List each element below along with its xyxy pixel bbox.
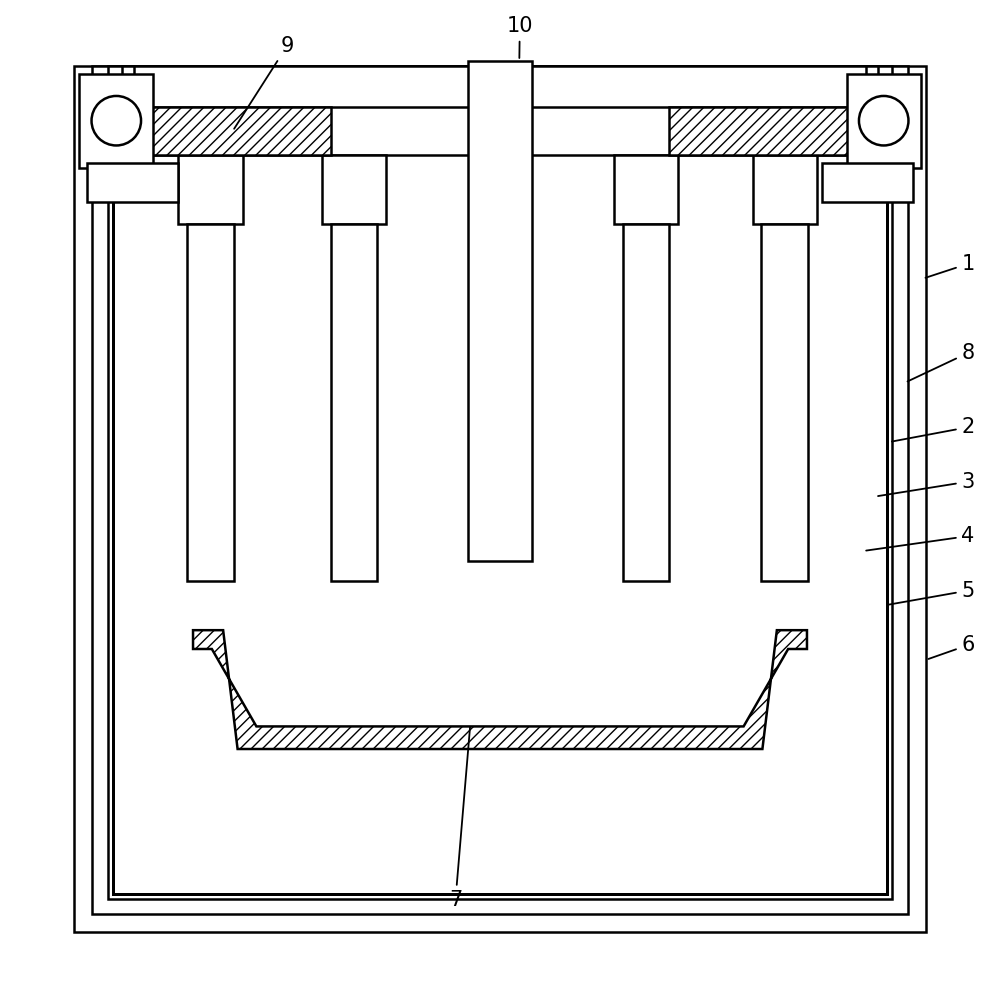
Text: 3: 3: [878, 472, 975, 496]
Bar: [753, 155, 817, 224]
Bar: [122, 66, 878, 885]
Bar: [178, 155, 243, 224]
Bar: [331, 224, 377, 581]
Bar: [113, 107, 331, 155]
Text: 7: 7: [449, 727, 470, 911]
Bar: [134, 66, 866, 873]
Bar: [761, 224, 808, 581]
Text: 6: 6: [928, 636, 975, 659]
Bar: [669, 107, 887, 155]
Bar: [468, 61, 532, 561]
Bar: [108, 66, 892, 899]
Text: 10: 10: [507, 16, 533, 58]
Bar: [822, 163, 913, 203]
Polygon shape: [193, 631, 807, 749]
Text: 2: 2: [892, 417, 975, 442]
Bar: [92, 66, 908, 915]
Bar: [187, 224, 234, 581]
Bar: [614, 155, 678, 224]
Text: 8: 8: [908, 343, 975, 381]
Bar: [113, 125, 887, 894]
Bar: [87, 163, 178, 203]
Text: 5: 5: [887, 581, 975, 605]
Bar: [623, 224, 669, 581]
Bar: [79, 73, 153, 168]
Text: 4: 4: [866, 526, 975, 550]
Text: 9: 9: [234, 36, 294, 129]
Text: 1: 1: [925, 254, 975, 278]
Bar: [322, 155, 386, 224]
Bar: [113, 107, 887, 155]
Bar: [847, 73, 921, 168]
Bar: [74, 66, 926, 932]
